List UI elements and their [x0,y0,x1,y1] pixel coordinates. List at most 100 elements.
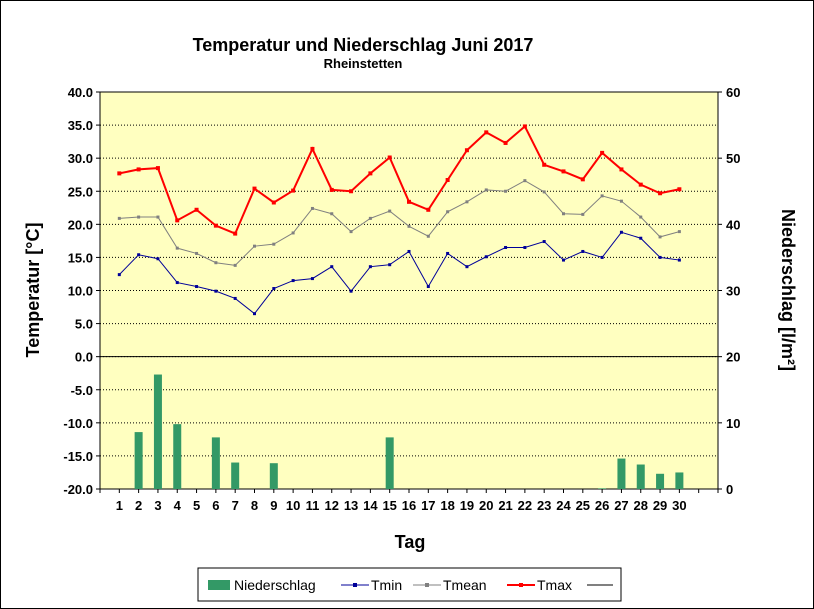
point-tmin-day-2 [137,253,141,257]
point-tmax-day-18 [445,178,450,183]
y-tick-label: 0.0 [75,350,93,365]
x-tick-label: 7 [232,498,239,513]
point-tmax-day-8 [252,186,257,191]
point-tmin-day-10 [291,279,295,283]
point-tmin-day-23 [542,240,546,244]
x-tick-label: 8 [251,498,258,513]
y2-tick-label: 40 [726,217,740,232]
point-tmin-day-1 [117,273,121,277]
point-tmin-day-24 [562,258,565,262]
bar-niederschlag-day-30 [675,472,684,489]
point-tmax-day-6 [213,223,218,228]
point-tmean-day-12 [330,212,334,216]
point-tmean-day-14 [368,216,372,220]
x-tick-label: 23 [537,498,551,513]
point-tmean-day-10 [291,231,295,235]
y2-tick-label: 50 [726,151,740,166]
point-tmax-day-15 [387,155,392,160]
point-tmin-day-11 [310,277,314,281]
y-tick-label: 10.0 [68,284,93,299]
legend-marker-tmin [353,583,357,587]
x-tick-label: 30 [672,498,686,513]
x-tick-label: 20 [479,498,493,513]
y2-tick-label: 0 [726,482,733,497]
chart-title: Temperatur und Niederschlag Juni 2017 [193,35,534,55]
x-tick-label: 25 [576,498,590,513]
point-tmin-day-25 [581,249,585,253]
bar-niederschlag-day-6 [211,437,220,489]
legend-swatch-niederschlag [208,580,230,590]
point-tmean-day-25 [581,212,585,216]
x-tick-label: 3 [154,498,161,513]
point-tmean-day-22 [523,179,527,183]
point-tmean-day-23 [542,190,546,194]
line-tmin [118,231,680,315]
point-tmax-day-23 [542,162,547,167]
point-tmax-day-3 [155,166,160,171]
point-tmean-day-28 [639,215,643,219]
x-tick-label: 21 [498,498,512,513]
x-tick-label: 16 [402,498,416,513]
point-tmin-day-18 [446,251,450,255]
point-tmin-day-4 [175,281,179,285]
point-tmin-day-14 [368,265,372,269]
point-tmax-day-9 [271,200,276,205]
x-tick-label: 24 [556,498,571,513]
y-tick-label: -15.0 [63,449,93,464]
point-tmean-day-29 [658,235,662,239]
x-axis-label: Tag [395,532,426,552]
point-tmin-day-26 [600,255,604,259]
chart-subtitle: Rheinstetten [324,56,403,71]
legend-label-tmax: Tmax [537,577,572,593]
point-tmin-day-6 [214,289,218,293]
x-tick-label: 10 [286,498,300,513]
point-tmean-day-18 [446,210,450,214]
y-tick-label: 35.0 [68,118,93,133]
y2-tick-label: 60 [726,85,740,100]
bar-niederschlag-day-3 [153,374,162,489]
point-tmax-day-7 [233,231,238,236]
point-tmin-day-28 [639,236,643,240]
bar-niederschlag-day-15 [385,437,394,489]
legend-label-tmean: Tmean [443,577,487,593]
y2-tick-label: 20 [726,350,740,365]
x-tick-label: 15 [382,498,396,513]
legend-label-tmin: Tmin [371,577,402,593]
x-tick-label: 4 [174,498,182,513]
point-tmin-day-19 [465,265,469,269]
x-tick-label: 11 [306,498,320,513]
point-tmean-day-20 [484,188,488,192]
y2-tick-label: 30 [726,284,740,299]
y-tick-label: 15.0 [68,250,93,265]
x-tick-label: 22 [518,498,532,513]
point-tmin-day-12 [330,265,334,269]
point-tmean-day-6 [214,261,218,265]
point-tmean-day-8 [253,244,256,248]
point-tmin-day-5 [195,285,199,289]
point-tmax-day-13 [349,189,354,194]
x-tick-label: 19 [460,498,474,513]
point-tmax-day-2 [136,167,141,172]
point-tmax-day-1 [117,171,122,176]
point-tmin-day-15 [388,263,392,267]
plot-area: 40.0 35.0 30.0 25.0 20.0 15.0 10.0 5.0 0.0 -5.0 -1… [63,85,740,513]
point-tmean-day-27 [619,199,623,203]
point-tmin-day-22 [523,245,527,249]
y2-axis-label: Niederschlag [l/m²] [778,209,798,371]
point-tmean-day-17 [426,234,430,238]
point-tmin-day-20 [484,255,488,259]
x-tick-label: 6 [212,498,219,513]
y-tick-label: 5.0 [75,317,93,332]
point-tmean-day-21 [504,189,508,193]
point-tmean-day-19 [465,200,469,204]
x-tick-label: 13 [344,498,358,513]
x-tick-label: 26 [595,498,609,513]
point-tmax-day-21 [503,140,508,145]
point-tmax-day-24 [561,169,566,174]
y-tick-label: 20.0 [68,217,93,232]
point-tmean-day-1 [117,216,121,220]
x-tick-label: 27 [614,498,628,513]
point-tmean-day-7 [233,263,237,267]
x-tick-label: 9 [270,498,277,513]
